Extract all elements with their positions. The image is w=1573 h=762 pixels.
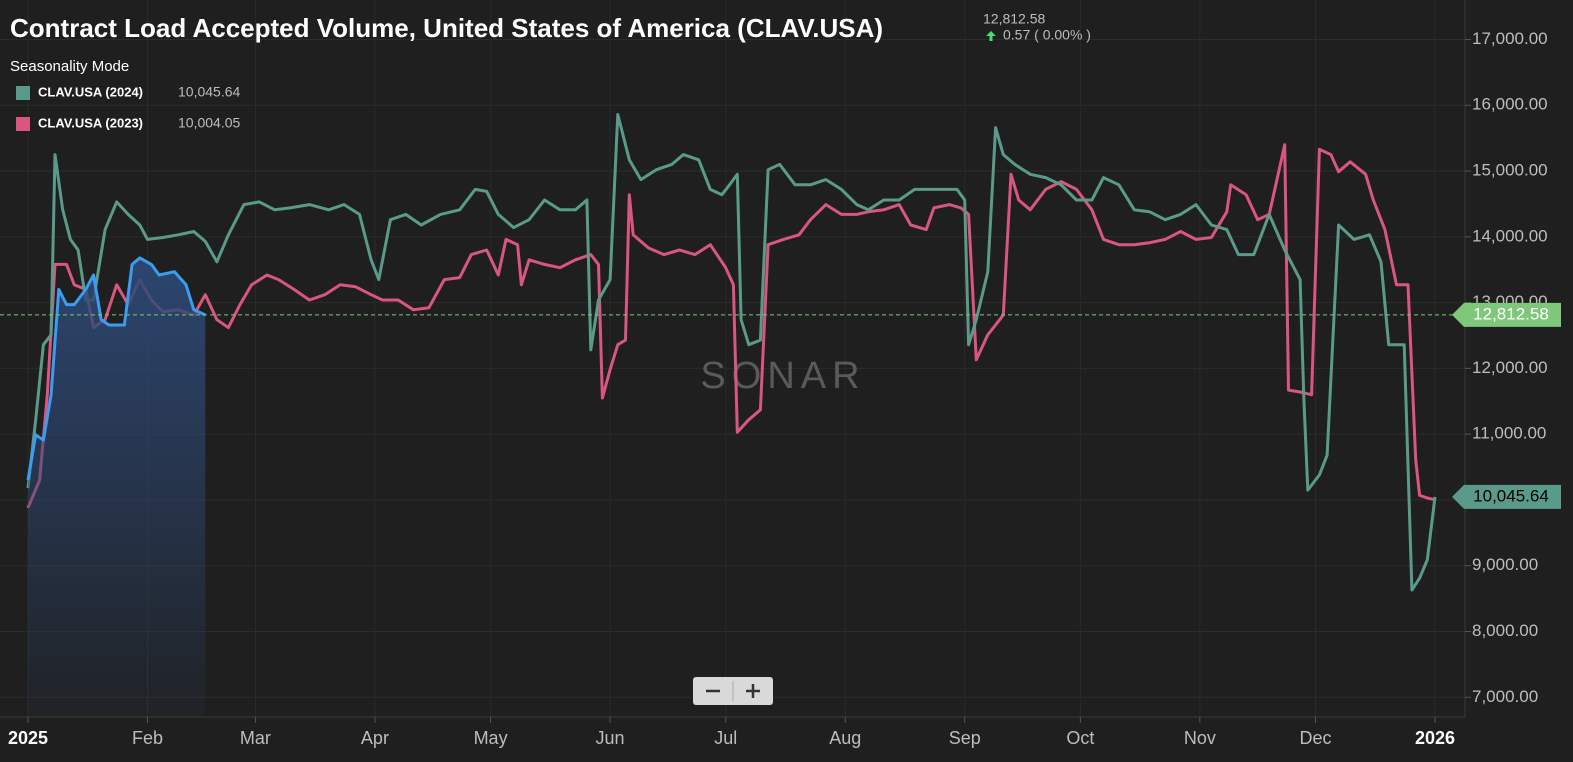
mode-label: Seasonality Mode — [10, 58, 129, 75]
x-tick-label: Aug — [829, 728, 861, 748]
x-tick-label: Dec — [1299, 728, 1331, 748]
legend-value: 10,045.64 — [178, 84, 240, 100]
plot — [0, 113, 1465, 717]
price-badge — [1452, 302, 1561, 327]
x-tick-label: Jul — [714, 728, 737, 748]
last-value-label: 10,045.64 — [1473, 486, 1549, 505]
legend-swatch — [16, 117, 30, 131]
last-value-badge — [1452, 484, 1561, 509]
y-tick-label: 15,000.00 — [1472, 161, 1548, 180]
series-line — [26, 113, 1437, 592]
watermark: SONAR — [700, 355, 865, 397]
chart-title: Contract Load Accepted Volume, United St… — [10, 13, 883, 43]
price-badge-label: 12,812.58 — [1473, 304, 1549, 323]
x-tick-label: Sep — [949, 728, 981, 748]
x-tick-label: Mar — [240, 728, 271, 748]
legend-value: 10,004.05 — [178, 115, 240, 131]
x-tick-label: Feb — [132, 728, 163, 748]
y-tick-label: 12,000.00 — [1472, 358, 1548, 377]
up-arrow — [986, 31, 996, 41]
series-line — [26, 143, 1436, 509]
x-tick-label: May — [474, 728, 508, 748]
x-axis: 2025 Feb Mar Apr May Jun Jul Aug Sep Oct Nov Dec 202… — [8, 717, 1455, 748]
x-tick-label: 2025 — [8, 728, 48, 748]
legend-label: CLAV.USA (2023) — [38, 115, 143, 130]
legend: CLAV.USA (2024) 10,045.64 CLAV.USA (2023) 1… — [16, 84, 240, 131]
grid — [0, 0, 1465, 717]
x-tick-label: Nov — [1184, 728, 1216, 748]
x-tick-label: 2026 — [1415, 728, 1455, 748]
y-tick-label: 11,000.00 — [1472, 424, 1546, 443]
x-tick-label: Jun — [596, 728, 625, 748]
y-tick-label: 7,000.00 — [1472, 687, 1538, 706]
x-tick-label: Oct — [1066, 728, 1094, 748]
x-tick-label: Apr — [361, 728, 389, 748]
legend-swatch — [16, 86, 30, 100]
y-tick-label: 16,000.00 — [1472, 95, 1548, 114]
series-line — [26, 256, 206, 481]
price-change: 0.57 ( 0.00% ) — [1003, 27, 1091, 43]
zoom-controls — [693, 677, 773, 705]
y-tick-label: 9,000.00 — [1472, 555, 1538, 574]
y-tick-label: 8,000.00 — [1472, 621, 1538, 640]
current-price: 12,812.58 — [983, 11, 1045, 27]
area — [28, 257, 206, 717]
y-tick-label: 14,000.00 — [1472, 226, 1548, 245]
y-tick-label: 17,000.00 — [1472, 29, 1548, 48]
legend-label: CLAV.USA (2024) — [38, 84, 143, 99]
